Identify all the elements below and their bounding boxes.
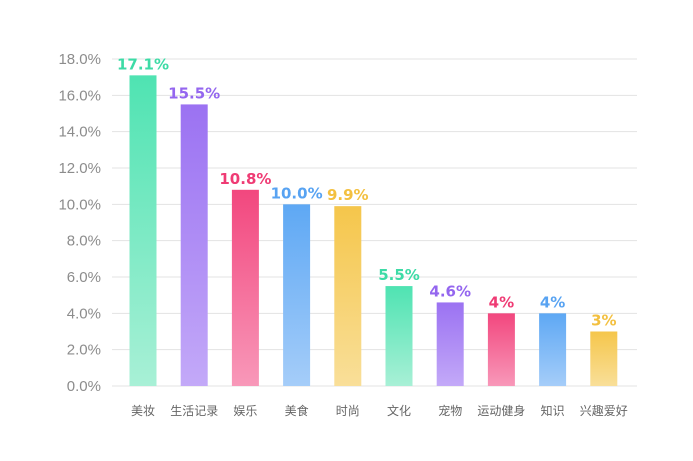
x-tick-label: 运动健身	[477, 403, 525, 418]
bar-0	[129, 75, 157, 386]
value-label: 15.5%	[168, 84, 220, 102]
bars	[129, 75, 618, 387]
x-tick-label: 生活记录	[170, 404, 218, 418]
value-label: 4%	[489, 293, 514, 311]
x-axis-labels: 美妆 生活记录 娱乐 美食 时尚 文化 宠物 运动健身 知识 兴趣爱好	[131, 403, 628, 418]
x-tick-label: 时尚	[336, 404, 360, 418]
value-label: 10.8%	[219, 170, 271, 188]
value-label: 5.5%	[378, 266, 420, 284]
x-tick-label: 美妆	[131, 404, 155, 418]
y-tick-label: 16.0%	[58, 87, 101, 104]
bar-9	[590, 331, 618, 386]
x-tick-label: 知识	[541, 404, 565, 418]
bar-2	[231, 189, 259, 386]
bar-1	[180, 104, 208, 387]
value-labels: 17.1% 15.5% 10.8%10.0% 9.9% 5.5% 4.6% 4% 4% 3%	[117, 55, 617, 329]
value-label: 4.6%	[429, 282, 471, 300]
x-tick-label: 文化	[387, 403, 411, 418]
y-tick-label: 4.0%	[67, 305, 101, 322]
x-tick-label: 美食	[285, 403, 309, 418]
x-tick-label: 宠物	[438, 403, 462, 418]
x-tick-label: 娱乐	[233, 404, 257, 418]
bar-3	[283, 204, 311, 386]
bar-8	[539, 313, 567, 386]
bar-5	[385, 286, 413, 386]
bar-7	[487, 313, 515, 386]
x-tick-label: 兴趣爱好	[580, 403, 628, 418]
value-label: 17.1%	[117, 55, 169, 73]
y-tick-label: 8.0%	[67, 233, 101, 250]
value-label: 10.0%	[271, 184, 323, 202]
value-label: 9.9%	[327, 186, 369, 204]
y-tick-label: 14.0%	[58, 124, 101, 141]
bar-4	[334, 206, 362, 386]
y-tick-label: 18.0%	[58, 51, 101, 68]
y-tick-label: 6.0%	[67, 269, 101, 286]
y-tick-label: 10.0%	[58, 196, 101, 213]
y-tick-label: 2.0%	[67, 342, 101, 359]
bar-6	[436, 302, 464, 386]
y-tick-label: 12.0%	[58, 160, 101, 177]
value-label: 3%	[591, 312, 616, 330]
value-label: 4%	[540, 293, 565, 311]
y-tick-label: 0.0%	[67, 378, 101, 395]
y-axis-ticks: 0.0% 2.0% 4.0% 6.0% 8.0% 10.0% 12.0% 14.0% 16.0%…	[58, 51, 101, 395]
